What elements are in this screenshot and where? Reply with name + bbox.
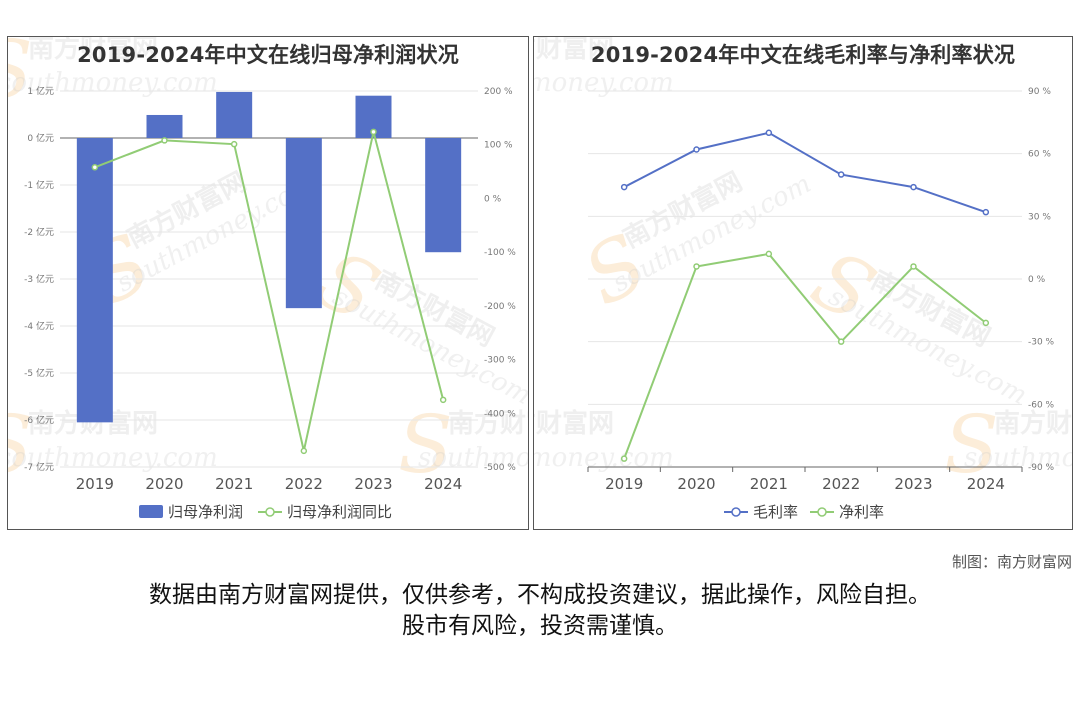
y-left-tick-label: 1 亿元	[27, 85, 54, 97]
y-left-tick-label: -5 亿元	[24, 367, 54, 379]
watermark-logo: S	[944, 398, 999, 491]
point-gross-2024	[982, 208, 990, 216]
y-right-tick-label: -400 %	[484, 409, 516, 419]
bar-2020	[146, 114, 183, 138]
watermark-logo: S	[8, 398, 33, 491]
x-tick-label: 2019	[76, 475, 114, 493]
x-tick-label: 2024	[424, 475, 462, 493]
point-gross-2021	[765, 129, 773, 137]
watermark-text: 南方财富网	[534, 408, 614, 439]
x-tick-label: 2021	[750, 475, 788, 493]
y-right-tick-label: -100 %	[484, 248, 516, 258]
legend-label-bar: 归母净利润	[168, 503, 243, 521]
right-chart-title: 2019-2024年中文在线毛利率与净利率状况	[590, 43, 1016, 67]
watermark-logo: S	[398, 398, 453, 491]
left-chart: S南方财富网southmoney.comS南方财富网southmoney.com…	[8, 37, 528, 521]
right-chart-panel: S南方财富网southmoney.comS南方财富网southmoney.com…	[533, 36, 1073, 530]
point-yoy-2024	[439, 396, 447, 404]
disclaimer: 数据由南方财富网提供，仅供参考，不构成投资建议，据此操作，风险自担。 股市有风险…	[0, 580, 1080, 642]
x-tick-label: 2022	[822, 475, 860, 493]
point-net-2024	[982, 319, 990, 327]
watermark-text: 南方财富网	[994, 408, 1072, 439]
watermark-text: 南方财富网	[448, 408, 528, 439]
series-line-yoy	[94, 131, 445, 452]
y-right-tick-label: 60 %	[1028, 150, 1051, 160]
point-net-2019	[620, 455, 628, 462]
y-left-tick-label: -7 亿元	[24, 461, 54, 473]
point-net-2020	[693, 263, 700, 270]
series-line-net-margin	[623, 252, 987, 459]
y-left-tick-label: -6 亿元	[24, 414, 54, 426]
x-tick-label: 2021	[215, 475, 253, 493]
point-yoy-2021	[230, 140, 238, 148]
x-tick-label: 2023	[894, 475, 932, 493]
watermark-url: southmoney.com	[418, 443, 528, 473]
watermark-url: southmoney.com	[964, 443, 1072, 473]
legend-swatch-marker	[731, 507, 741, 517]
left-chart-title: 2019-2024年中文在线归母净利润状况	[77, 43, 459, 67]
point-net-2023	[910, 263, 917, 270]
left-chart-panel: S南方财富网southmoney.comS南方财富网southmoney.com…	[7, 36, 529, 530]
series-line-gross-margin	[623, 131, 987, 214]
y-right-tick-label: -30 %	[1028, 338, 1055, 348]
y-left-tick-label: 0 亿元	[27, 132, 54, 144]
watermark-text: 南方财富网	[534, 37, 614, 64]
y-left-tick-label: -3 亿元	[24, 273, 54, 285]
chart-credit: 制图：南方财富网	[951, 553, 1072, 571]
legend-label-line: 归母净利润同比	[287, 503, 392, 521]
watermark-text: 南方财富网	[28, 37, 158, 64]
watermark-url: southmoney.com	[534, 68, 674, 98]
y-right-tick-label: 0 %	[1028, 275, 1046, 285]
point-net-2022	[837, 338, 845, 345]
legend-swatch-marker	[265, 507, 275, 517]
bar-2021	[216, 91, 253, 138]
x-tick-label: 2022	[285, 475, 323, 493]
legend-swatch-marker	[817, 507, 827, 517]
watermark-url: southmoney.com	[8, 443, 218, 473]
legend-label: 毛利率	[753, 503, 798, 521]
legend-swatch-bar	[139, 505, 163, 518]
y-left-tick-label: -2 亿元	[24, 226, 54, 238]
disclaimer-line-1: 数据由南方财富网提供，仅供参考，不构成投资建议，据此操作，风险自担。	[149, 582, 931, 608]
point-gross-2022	[837, 171, 845, 178]
y-left-tick-label: -1 亿元	[24, 179, 54, 191]
point-gross-2023	[910, 183, 917, 191]
point-gross-2019	[620, 183, 628, 191]
right-chart: S南方财富网southmoney.comS南方财富网southmoney.com…	[534, 37, 1072, 521]
bar-2022	[285, 138, 322, 309]
x-tick-label: 2019	[605, 475, 643, 493]
y-right-tick-label: 200 %	[484, 87, 513, 97]
y-right-tick-label: 30 %	[1028, 212, 1051, 222]
legend-label: 净利率	[839, 503, 884, 521]
x-tick-label: 2024	[967, 475, 1005, 493]
watermark-url: southmoney.com	[534, 443, 674, 473]
y-right-tick-label: 0 %	[484, 194, 502, 204]
y-right-tick-label: -90 %	[1028, 463, 1055, 473]
point-yoy-2019	[91, 164, 99, 171]
point-yoy-2020	[161, 137, 168, 144]
y-right-tick-label: 100 %	[484, 141, 513, 151]
y-left-tick-label: -4 亿元	[24, 320, 54, 332]
x-tick-label: 2020	[145, 475, 183, 493]
y-right-tick-label: -200 %	[484, 302, 516, 312]
disclaimer-line-2: 股市有风险，投资需谨慎。	[402, 613, 678, 639]
watermark-url: southmoney.com	[8, 68, 218, 98]
point-yoy-2022	[300, 447, 308, 455]
y-right-tick-label: -60 %	[1028, 400, 1055, 410]
y-right-tick-label: -500 %	[484, 463, 516, 473]
y-right-tick-label: -300 %	[484, 356, 516, 366]
watermark-logo: S	[8, 37, 33, 116]
bar-2019	[76, 138, 113, 423]
point-net-2021	[765, 250, 773, 258]
x-tick-label: 2023	[354, 475, 392, 493]
bar-2024	[425, 138, 462, 253]
point-yoy-2023	[370, 128, 377, 136]
x-tick-label: 2020	[677, 475, 715, 493]
point-gross-2020	[693, 146, 700, 153]
y-right-tick-label: 90 %	[1028, 87, 1051, 97]
